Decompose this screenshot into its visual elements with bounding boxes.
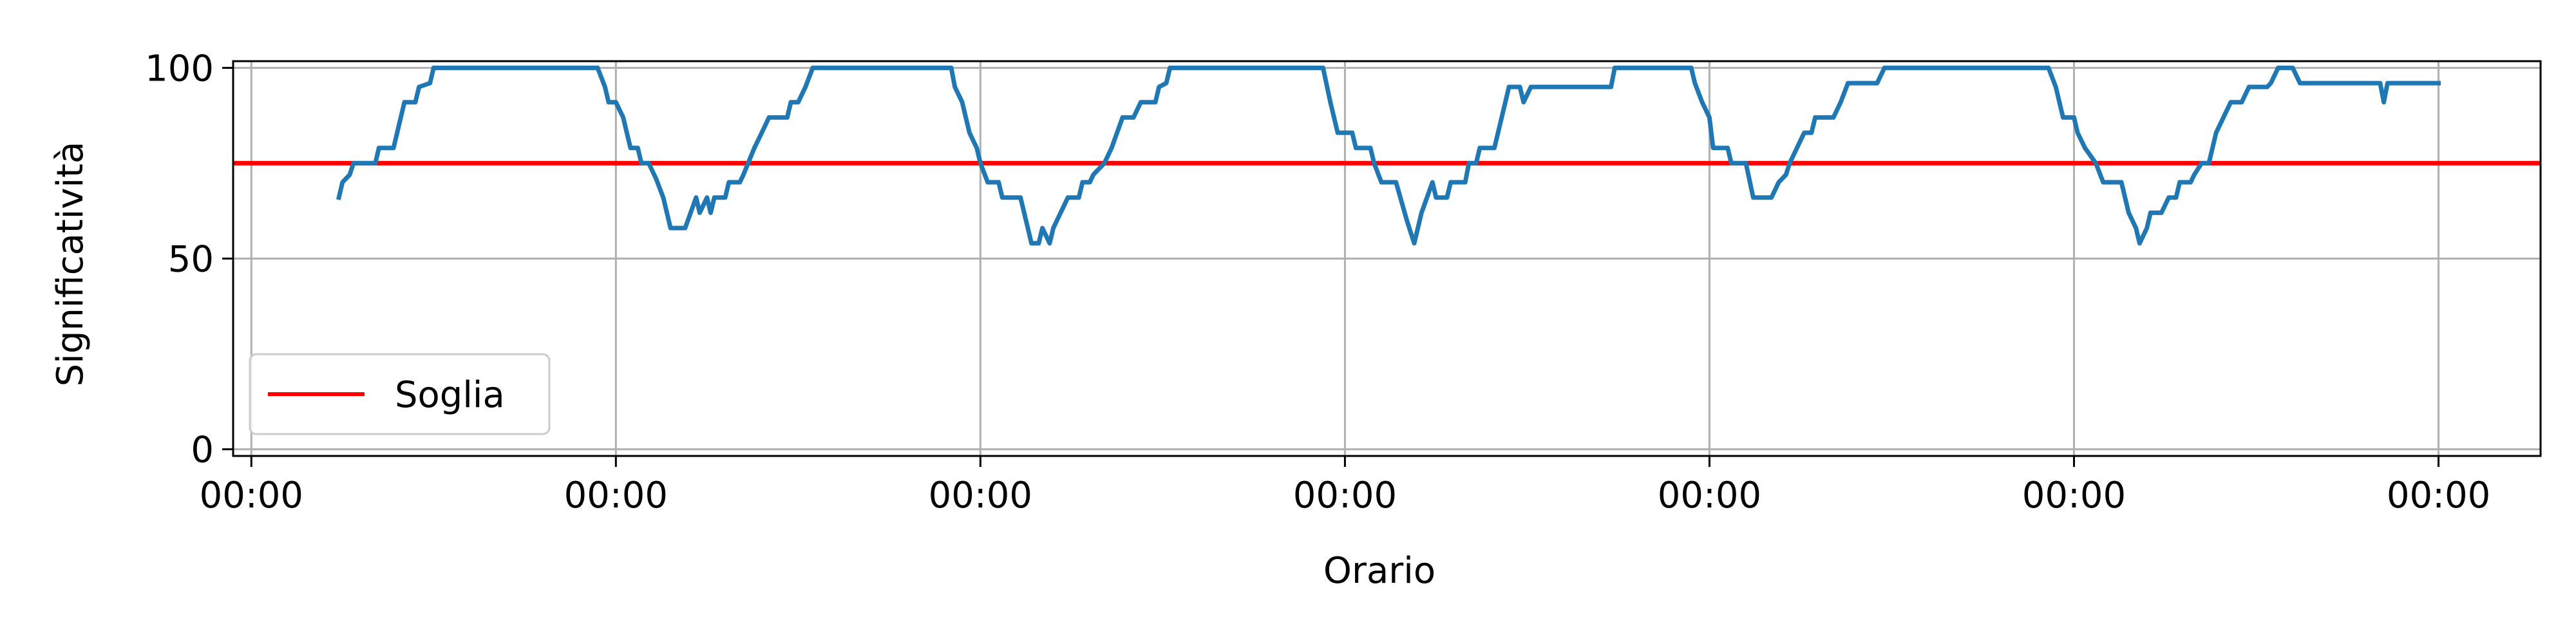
legend-box <box>249 353 551 435</box>
x-tick-label-4: 00:00 <box>1658 475 1761 516</box>
y-tick-label-2: 100 <box>145 48 214 90</box>
y-axis: 0 50 100 <box>145 48 233 471</box>
series-layer <box>336 65 2441 246</box>
x-tick-label-5: 00:00 <box>2022 475 2126 516</box>
x-axis: 00:00 00:00 00:00 00:00 00:00 00:00 00:00 <box>200 456 2490 516</box>
legend-label-threshold: Soglia <box>395 374 505 416</box>
x-tick-label-0: 00:00 <box>200 475 303 516</box>
legend: Soglia <box>249 353 551 435</box>
y-tick-label-0: 0 <box>191 430 214 471</box>
y-axis-title: Significatività <box>50 142 91 387</box>
x-tick-label-1: 00:00 <box>564 475 668 516</box>
x-tick-label-3: 00:00 <box>1293 475 1397 516</box>
series-line-0 <box>336 65 2441 246</box>
x-axis-title: Orario <box>1323 550 1435 592</box>
x-tick-label-2: 00:00 <box>929 475 1032 516</box>
y-tick-label-1: 50 <box>168 239 214 281</box>
x-tick-label-6: 00:00 <box>2387 475 2490 516</box>
